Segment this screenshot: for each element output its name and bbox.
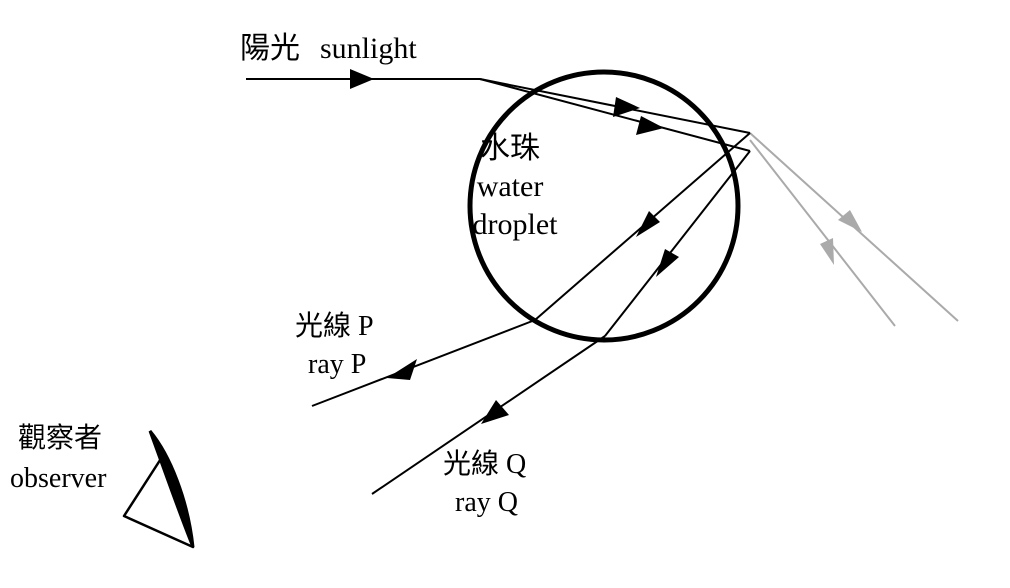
droplet-label-en-2: droplet: [473, 208, 559, 241]
ray-Q-arrow: [481, 400, 509, 424]
internal-arrow-P: [636, 211, 660, 237]
ray-P-label-en: ray P: [308, 349, 366, 380]
sunlight-label-zh: 陽光: [240, 32, 300, 65]
ray-P-arrow: [387, 359, 417, 380]
observer-label-en: observer: [10, 463, 107, 494]
internal-arrow-Q: [656, 249, 679, 277]
sunlight-arrow: [350, 69, 374, 89]
ray-Q-label-zh: 光線 Q: [443, 448, 526, 480]
exiting-arrow-grey-2: [820, 238, 834, 265]
ray-Q-label-en: ray Q: [455, 487, 518, 518]
ray-P-label-zh: 光線 P: [295, 310, 374, 342]
ray-P: [311, 319, 536, 407]
droplet-label-zh: 水珠: [480, 132, 540, 165]
refracted-arrow-2: [636, 116, 664, 135]
observer-eye-lens: [148, 430, 195, 548]
droplet-label-en-1: water: [477, 170, 544, 203]
sunlight-label-en: sunlight: [320, 32, 417, 65]
water-droplet-circle: [467, 69, 741, 343]
internal-ray-Q: [604, 150, 751, 337]
observer-label-zh: 觀察者: [18, 422, 102, 454]
exiting-arrow-grey-1: [838, 210, 862, 232]
exiting-ray-grey-2: [749, 139, 896, 327]
refracted-arrow-1: [613, 97, 640, 117]
